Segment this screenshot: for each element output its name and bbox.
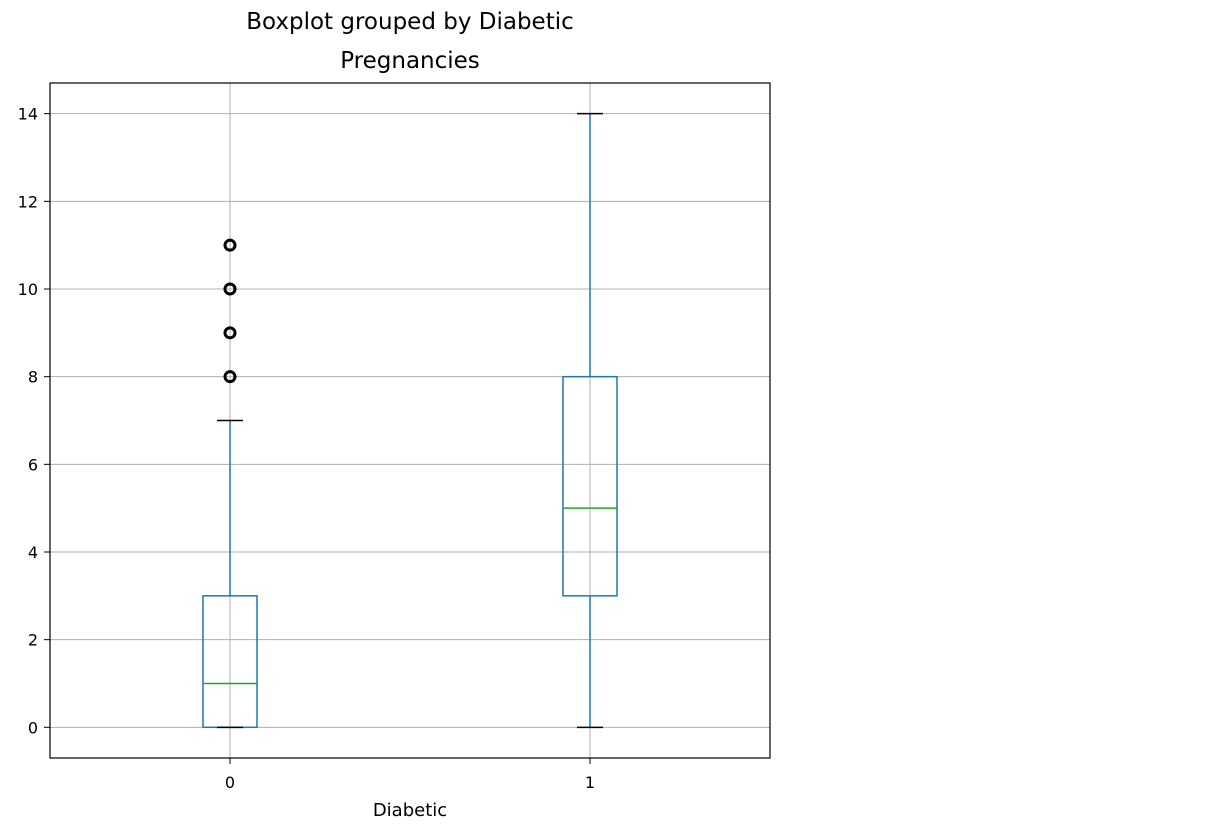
chart-title: Boxplot grouped by Diabetic (246, 9, 574, 35)
outlier-point (223, 238, 237, 252)
x-tick-label: 0 (225, 773, 235, 792)
grid-layer (50, 83, 770, 758)
x-tick-label: 1 (585, 773, 595, 792)
y-tick-label: 8 (28, 368, 38, 387)
plot-frame (49, 82, 771, 759)
y-tick-label: 2 (28, 631, 38, 650)
y-tick-label: 10 (18, 280, 38, 299)
x-axis-label: Diabetic (373, 800, 447, 821)
box-group-0 (202, 238, 258, 729)
chart-subtitle: Pregnancies (340, 48, 480, 74)
y-tick-label: 4 (28, 543, 38, 562)
y-tick-label: 0 (28, 718, 38, 737)
box-layer (202, 112, 618, 729)
y-tick-label: 6 (28, 455, 38, 474)
outlier-point (223, 282, 237, 296)
y-tick-label: 12 (18, 192, 38, 211)
box (562, 375, 618, 597)
outlier-point (223, 326, 237, 340)
y-tick-label: 14 (18, 105, 38, 124)
tick-layer: 0 2 4 6 8 10 12 14 0 1 (18, 105, 595, 792)
outlier-point (223, 370, 237, 384)
box-group-1 (562, 112, 618, 729)
